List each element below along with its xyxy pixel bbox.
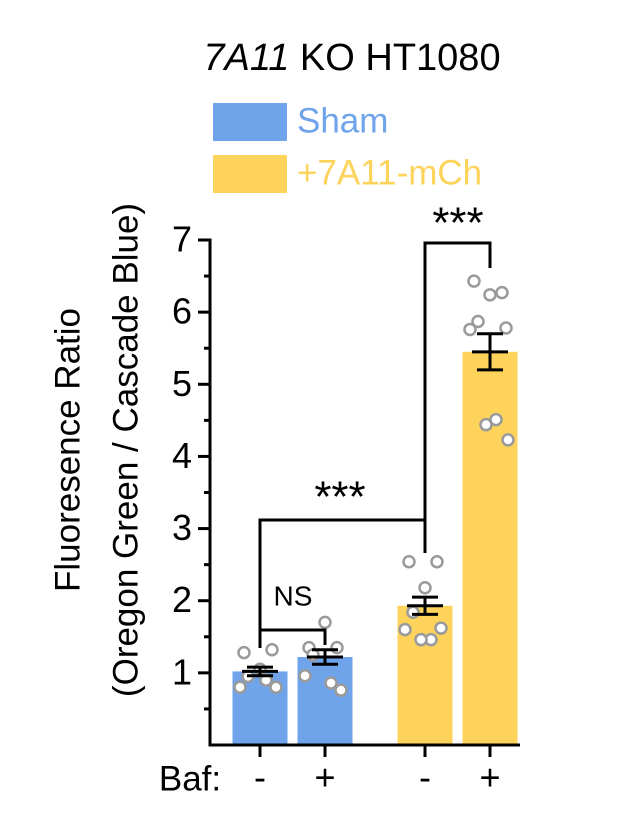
data-point bbox=[406, 605, 420, 620]
y-tick-label: 6 bbox=[172, 291, 192, 332]
y-axis-label: Fluoresence Ratio bbox=[48, 308, 87, 592]
data-point bbox=[501, 433, 515, 447]
data-point bbox=[318, 615, 332, 630]
significance-label: *** bbox=[432, 199, 483, 248]
x-axis-label: Baf: bbox=[159, 759, 221, 798]
x-tick-label: + bbox=[314, 757, 335, 798]
x-tick-label: + bbox=[479, 757, 500, 798]
data-point bbox=[334, 683, 348, 697]
data-point bbox=[467, 274, 481, 288]
data-point bbox=[430, 555, 444, 569]
x-tick-label: - bbox=[419, 757, 431, 798]
data-point bbox=[402, 555, 416, 569]
data-point bbox=[483, 288, 497, 302]
significance-bracket bbox=[258, 628, 327, 648]
x-tick-label: - bbox=[254, 757, 266, 798]
y-tick-label: 2 bbox=[172, 579, 192, 620]
significance-label: *** bbox=[314, 473, 365, 522]
data-point bbox=[265, 643, 279, 657]
data-point bbox=[499, 321, 513, 335]
data-point bbox=[237, 645, 251, 660]
y-tick-label: 7 bbox=[172, 219, 192, 260]
data-point bbox=[418, 580, 432, 595]
data-point bbox=[434, 621, 448, 635]
data-point bbox=[463, 322, 477, 337]
data-point bbox=[269, 680, 283, 695]
data-point bbox=[495, 285, 509, 300]
data-point bbox=[233, 680, 247, 695]
chart-title: 7A11 KO HT1080 bbox=[203, 37, 500, 79]
y-tick-label: 5 bbox=[172, 363, 192, 404]
significance-label: NS bbox=[274, 580, 313, 611]
data-point bbox=[398, 622, 412, 637]
data-point bbox=[330, 640, 344, 655]
significance-bracket bbox=[258, 518, 427, 630]
legend-swatch bbox=[213, 103, 287, 141]
data-point bbox=[471, 314, 485, 329]
data-point bbox=[414, 632, 428, 647]
data-point bbox=[479, 417, 493, 432]
legend-label: +7A11-mCh bbox=[297, 153, 482, 192]
y-tick-label: 3 bbox=[172, 507, 192, 548]
legend-label: Sham bbox=[297, 101, 388, 140]
y-tick-label: 4 bbox=[172, 435, 192, 476]
significance-bracket bbox=[423, 241, 492, 520]
data-point bbox=[298, 668, 312, 683]
legend-swatch bbox=[213, 155, 287, 193]
data-point bbox=[324, 676, 338, 690]
y-tick-label: 1 bbox=[172, 651, 192, 692]
bar bbox=[462, 351, 518, 745]
y-axis-label: (Oregon Green / Cascade Blue) bbox=[106, 203, 145, 697]
data-point bbox=[489, 412, 503, 427]
